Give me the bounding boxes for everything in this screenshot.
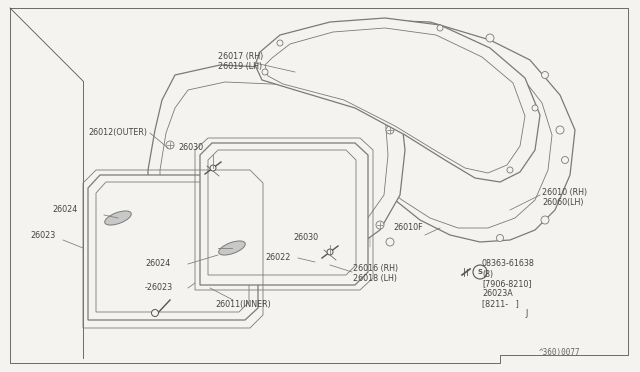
Circle shape: [376, 221, 384, 229]
Circle shape: [212, 147, 268, 203]
Polygon shape: [300, 35, 552, 228]
Text: 26060(LH): 26060(LH): [542, 199, 584, 208]
Text: 26018 (LH): 26018 (LH): [353, 273, 397, 282]
Circle shape: [386, 238, 394, 246]
Circle shape: [326, 34, 334, 42]
Text: 26010F: 26010F: [393, 224, 422, 232]
Polygon shape: [160, 82, 388, 256]
Text: ^360)0077: ^360)0077: [539, 347, 581, 356]
Circle shape: [222, 157, 258, 193]
Circle shape: [532, 105, 538, 111]
Text: 26030: 26030: [293, 232, 318, 241]
Text: [8211-   ]: [8211- ]: [482, 299, 519, 308]
Text: 26023: 26023: [30, 231, 55, 241]
Text: 26010 (RH): 26010 (RH): [542, 189, 587, 198]
Polygon shape: [88, 175, 258, 320]
Text: 26022: 26022: [265, 253, 291, 263]
Polygon shape: [208, 150, 356, 275]
Polygon shape: [285, 20, 575, 242]
Text: [7906-8210]: [7906-8210]: [482, 279, 532, 289]
Circle shape: [412, 29, 419, 35]
Text: 26016 (RH): 26016 (RH): [353, 263, 398, 273]
Circle shape: [164, 226, 172, 234]
Circle shape: [166, 141, 174, 149]
Polygon shape: [148, 65, 405, 272]
Circle shape: [541, 216, 549, 224]
Text: 08363-61638: 08363-61638: [482, 260, 535, 269]
Circle shape: [541, 71, 548, 78]
Text: 26023A: 26023A: [482, 289, 513, 298]
Text: S: S: [477, 269, 483, 275]
Circle shape: [561, 157, 568, 164]
Ellipse shape: [105, 211, 131, 225]
Circle shape: [210, 165, 216, 171]
Text: (8): (8): [482, 269, 493, 279]
Text: 26011(INNER): 26011(INNER): [215, 299, 271, 308]
Circle shape: [327, 249, 333, 255]
Text: 26030: 26030: [178, 144, 203, 153]
Polygon shape: [96, 182, 249, 312]
Polygon shape: [265, 28, 525, 173]
Text: J: J: [525, 310, 527, 318]
Circle shape: [232, 167, 248, 183]
Circle shape: [337, 234, 344, 241]
Text: 26024: 26024: [145, 260, 170, 269]
Circle shape: [262, 69, 268, 75]
Circle shape: [556, 126, 564, 134]
Polygon shape: [200, 143, 368, 285]
Circle shape: [497, 234, 504, 241]
Circle shape: [286, 104, 294, 112]
Circle shape: [289, 157, 296, 164]
Text: 26019 (LH): 26019 (LH): [218, 62, 262, 71]
Circle shape: [386, 126, 394, 134]
Circle shape: [437, 25, 443, 31]
Polygon shape: [255, 18, 540, 182]
Circle shape: [344, 35, 351, 42]
Circle shape: [152, 310, 159, 317]
Ellipse shape: [219, 241, 245, 255]
Circle shape: [507, 167, 513, 173]
Circle shape: [473, 265, 487, 279]
Text: 26017 (RH): 26017 (RH): [218, 52, 263, 61]
Circle shape: [486, 34, 494, 42]
Text: 26012(OUTER): 26012(OUTER): [88, 128, 147, 138]
Text: 26024: 26024: [52, 205, 77, 215]
Circle shape: [277, 40, 283, 46]
Circle shape: [291, 77, 298, 83]
Text: -26023: -26023: [145, 283, 173, 292]
